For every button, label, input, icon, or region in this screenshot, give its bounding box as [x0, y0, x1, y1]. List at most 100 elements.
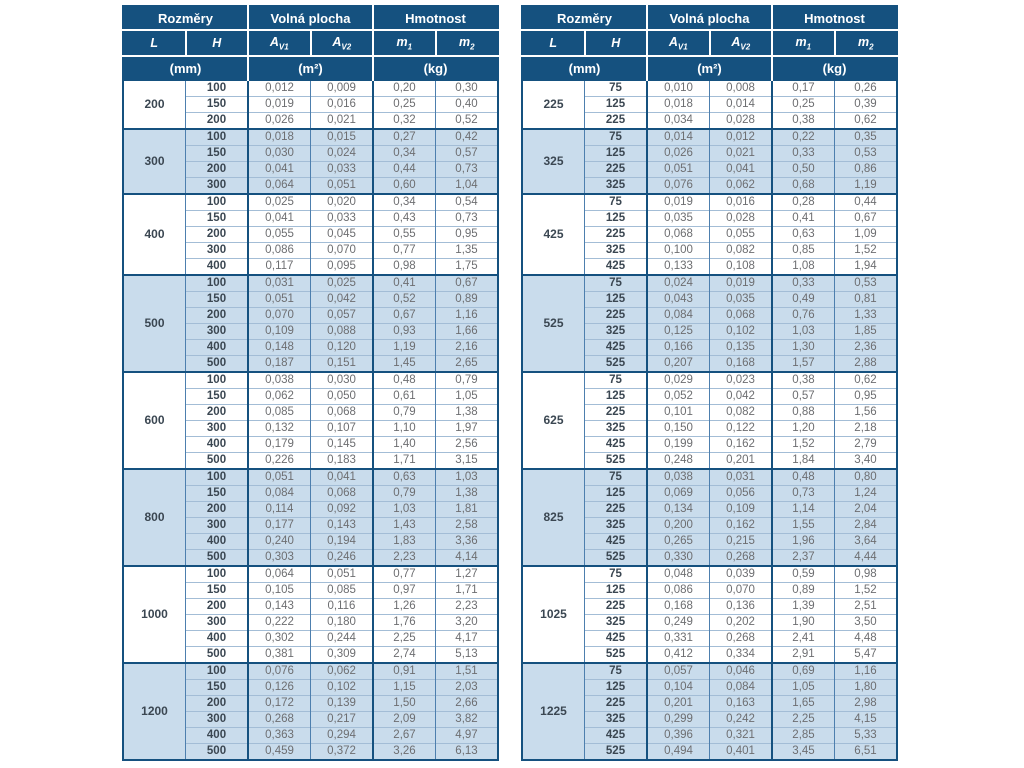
m2-cell: 2,66 — [435, 695, 498, 712]
column-symbol: m — [857, 34, 870, 49]
h-cell: 125 — [584, 210, 648, 227]
table-row: 525 0,494 0,401 3,45 6,51 — [522, 743, 897, 760]
av2-cell: 0,012 — [709, 128, 773, 146]
h-cell: 425 — [584, 339, 648, 356]
m2-cell: 5,47 — [834, 646, 897, 663]
h-cell: 75 — [584, 274, 648, 292]
av1-cell: 0,150 — [647, 420, 710, 437]
av1-cell: 0,412 — [647, 646, 710, 663]
av2-cell: 0,033 — [310, 161, 374, 178]
m2-cell: 0,80 — [834, 468, 897, 486]
av2-cell: 0,068 — [310, 485, 374, 502]
m1-cell: 0,63 — [772, 226, 835, 243]
m2-cell: 3,40 — [834, 452, 897, 469]
column-symbol: m — [396, 34, 408, 49]
h-cell: 200 — [185, 404, 249, 421]
h-cell: 400 — [185, 630, 249, 647]
m2-cell: 3,64 — [834, 533, 897, 550]
m1-cell: 0,43 — [373, 210, 436, 227]
table-header: Rozměry Volná plocha Hmotnost L H AV1 AV2 m1 m2(… — [123, 6, 498, 80]
m2-cell: 0,86 — [834, 161, 897, 178]
table-row: 300 0,268 0,217 2,09 3,82 — [123, 711, 498, 728]
table-row: 200 0,085 0,068 0,79 1,38 — [123, 404, 498, 421]
av2-cell: 0,309 — [310, 646, 374, 663]
m2-cell: 0,62 — [834, 112, 897, 129]
m2-cell: 0,89 — [435, 291, 498, 308]
m1-cell: 0,48 — [373, 371, 436, 389]
table-row: 225 0,201 0,163 1,65 2,98 — [522, 695, 897, 712]
table-row: 125 0,026 0,021 0,33 0,53 — [522, 145, 897, 162]
m1-cell: 0,33 — [772, 274, 835, 292]
table-row: 525 0,248 0,201 1,84 3,40 — [522, 452, 897, 469]
h-cell: 200 — [185, 501, 249, 518]
h-cell: 325 — [584, 177, 648, 194]
av1-cell: 0,207 — [647, 355, 710, 372]
h-cell: 300 — [185, 177, 249, 194]
m2-cell: 5,13 — [435, 646, 498, 663]
section-header: Rozměry — [123, 6, 248, 31]
h-cell: 75 — [584, 371, 648, 389]
h-cell: 75 — [584, 565, 648, 583]
table-row: 1225 75 0,057 0,046 0,69 1,16 — [522, 662, 897, 760]
column-header: L — [123, 30, 186, 57]
av2-cell: 0,041 — [709, 161, 773, 178]
column-subscript: V1 — [278, 42, 289, 52]
table-row: 400 0,302 0,244 2,25 4,17 — [123, 630, 498, 647]
av2-cell: 0,039 — [709, 565, 773, 583]
av2-cell: 0,041 — [310, 468, 374, 486]
table-row: 225 0,084 0,068 0,76 1,33 — [522, 307, 897, 324]
m1-cell: 1,08 — [772, 258, 835, 275]
m1-cell: 0,93 — [373, 323, 436, 340]
h-cell: 200 — [185, 161, 249, 178]
h-cell: 225 — [584, 695, 648, 712]
m1-cell: 0,41 — [373, 274, 436, 292]
h-cell: 100 — [185, 274, 249, 292]
av1-cell: 0,019 — [647, 193, 710, 211]
h-cell: 325 — [584, 711, 648, 728]
l-cell: 600 — [123, 371, 186, 469]
h-cell: 225 — [584, 307, 648, 324]
table-row: 300 100 0,018 0,015 0,27 0,42 — [123, 128, 498, 194]
m1-cell: 0,88 — [772, 404, 835, 421]
h-cell: 325 — [584, 323, 648, 340]
m1-cell: 1,26 — [373, 598, 436, 615]
m1-cell: 0,76 — [772, 307, 835, 324]
av2-cell: 0,268 — [709, 549, 773, 566]
av1-cell: 0,062 — [248, 388, 311, 405]
h-cell: 75 — [584, 193, 648, 211]
column-symbol: A — [668, 34, 678, 49]
h-cell: 500 — [185, 549, 249, 566]
table-row: 325 75 0,014 0,012 0,22 0,35 — [522, 128, 897, 194]
m1-cell: 2,23 — [373, 549, 436, 566]
m1-cell: 0,50 — [772, 161, 835, 178]
table-row: 425 0,199 0,162 1,52 2,79 — [522, 436, 897, 453]
h-cell: 225 — [584, 404, 648, 421]
h-cell: 125 — [584, 291, 648, 308]
av2-cell: 0,136 — [709, 598, 773, 615]
column-header: H — [583, 30, 647, 57]
unit-header: (kg) — [771, 56, 897, 80]
av1-cell: 0,249 — [647, 614, 710, 631]
av2-cell: 0,070 — [310, 242, 374, 259]
m1-cell: 1,90 — [772, 614, 835, 631]
column-header: AV2 — [309, 30, 373, 57]
m2-cell: 1,94 — [834, 258, 897, 275]
h-cell: 525 — [584, 646, 648, 663]
m1-cell: 0,97 — [373, 582, 436, 599]
m2-cell: 0,79 — [435, 371, 498, 389]
av1-cell: 0,240 — [248, 533, 311, 550]
m1-cell: 0,49 — [772, 291, 835, 308]
m1-cell: 2,09 — [373, 711, 436, 728]
av2-cell: 0,016 — [310, 96, 374, 113]
h-cell: 225 — [584, 501, 648, 518]
h-cell: 100 — [185, 371, 249, 389]
av2-cell: 0,108 — [709, 258, 773, 275]
h-cell: 150 — [185, 485, 249, 502]
av2-cell: 0,168 — [709, 355, 773, 372]
av1-cell: 0,126 — [248, 679, 311, 696]
h-cell: 225 — [584, 598, 648, 615]
av2-cell: 0,401 — [709, 743, 773, 760]
av1-cell: 0,051 — [647, 161, 710, 178]
av2-cell: 0,055 — [709, 226, 773, 243]
